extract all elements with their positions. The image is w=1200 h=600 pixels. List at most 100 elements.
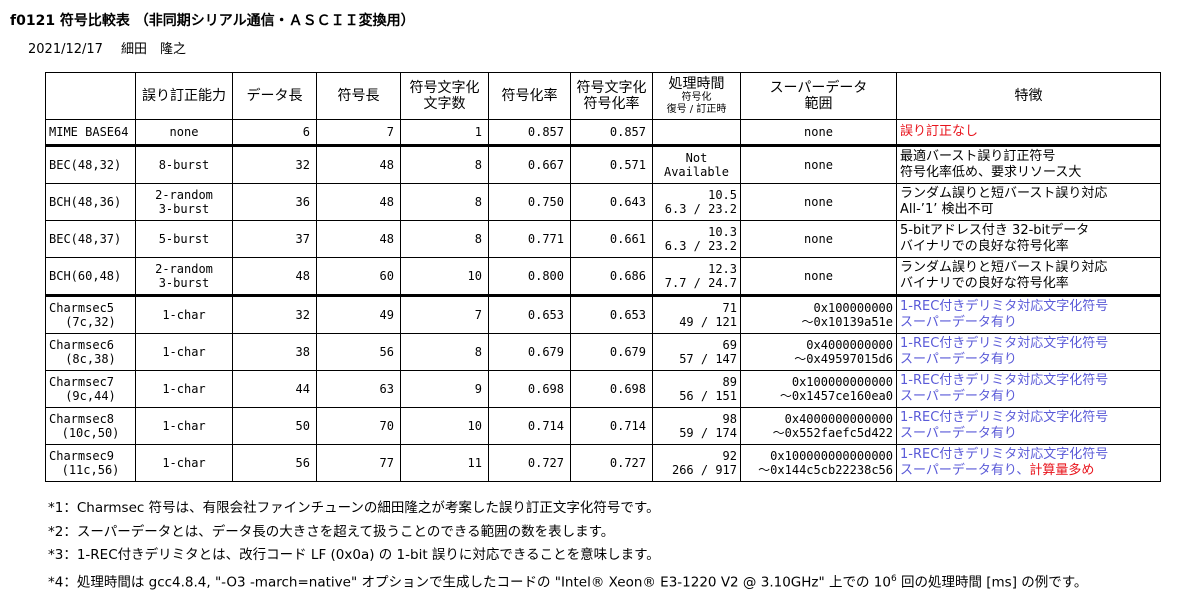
comparison-table: 誤り訂正能力 データ長 符号長 符号文字化 文字数 符号化率 符号文字化 符号化率 処理時間 符号… bbox=[45, 72, 1161, 482]
superdata-line: none bbox=[804, 125, 833, 139]
time-line: 10.3 bbox=[708, 225, 737, 239]
subtitle: 2021/12/17 細田 隆之 bbox=[28, 38, 204, 57]
superdata-line: ～0x1457ce160ea0 bbox=[779, 389, 893, 403]
correction-cell: none bbox=[135, 119, 233, 146]
footnotes: *1：Charmsec 符号は、有限会社ファインチューンの細田隆之が考案した誤り… bbox=[48, 497, 1087, 595]
header-line: 特徴 bbox=[1014, 88, 1043, 104]
code-length-cell: 70 bbox=[316, 407, 401, 445]
char-rate-cell: 0.643 bbox=[570, 183, 653, 221]
name-line: (10c,50) bbox=[61, 426, 120, 440]
name-line: (8c,38) bbox=[65, 352, 116, 366]
cell-value: 48 bbox=[379, 232, 394, 246]
correction-cell: 1-char bbox=[135, 294, 233, 334]
correction-line: 2-random bbox=[155, 262, 213, 276]
cell-value: 0.653 bbox=[609, 308, 646, 322]
cell-value: 0.857 bbox=[527, 125, 564, 139]
feature-text: スーパーデータ有り bbox=[900, 389, 1017, 404]
cell-value: 60 bbox=[379, 269, 394, 283]
name-cell: MIME BASE64 bbox=[45, 119, 136, 146]
time-line: 266 / 917 bbox=[671, 463, 737, 477]
name-line: BCH(48,36) bbox=[49, 195, 122, 209]
header-line: 処理時間 bbox=[668, 76, 725, 92]
rate-cell: 0.714 bbox=[488, 407, 571, 445]
correction-cell: 8-burst bbox=[135, 144, 233, 184]
header-line: 符号化率 bbox=[583, 96, 640, 112]
column-header: 特徴 bbox=[896, 72, 1161, 120]
cell-value: 0.714 bbox=[527, 419, 564, 433]
char-rate-cell: 0.857 bbox=[570, 119, 653, 146]
cell-value: 32 bbox=[295, 308, 310, 322]
cell-value: 8 bbox=[474, 195, 482, 209]
time-line: 6.3 / 23.2 bbox=[664, 239, 737, 253]
correction-line: none bbox=[169, 125, 199, 139]
cell-value: 7 bbox=[386, 125, 394, 139]
feature-line: All-’1’ 検出不可 bbox=[900, 202, 1157, 218]
date: 2021/12/17 bbox=[28, 42, 103, 57]
chars-cell: 10 bbox=[400, 257, 489, 296]
name-line: (7c,32) bbox=[65, 315, 116, 329]
superdata-cell: 0x4000000000000 ～0x552faefc5d422 bbox=[740, 407, 897, 445]
superdata-cell: none bbox=[740, 144, 897, 184]
cell-value: 0.571 bbox=[609, 158, 646, 172]
name-line: BEC(48,37) bbox=[49, 232, 122, 246]
feature-line: スーパーデータ有り、計算量多め bbox=[900, 463, 1157, 479]
name-line: Charmsec6 bbox=[49, 338, 115, 352]
char-rate-cell: 0.714 bbox=[570, 407, 653, 445]
cell-value: 63 bbox=[379, 382, 394, 396]
feature-text: 1-REC付きデリミタ対応文字化符号 bbox=[900, 299, 1109, 314]
rate-cell: 0.727 bbox=[488, 444, 571, 482]
time-line: 57 / 147 bbox=[679, 352, 737, 366]
code-length-cell: 48 bbox=[316, 220, 401, 258]
cell-value: 37 bbox=[295, 232, 310, 246]
name-cell: BEC(48,37) bbox=[45, 220, 136, 258]
data-length-cell: 48 bbox=[232, 257, 317, 296]
table-row: BCH(48,36) 2-random 3-burst 36 48 8 0.750 0.643… bbox=[45, 183, 1161, 221]
rate-cell: 0.653 bbox=[488, 294, 571, 334]
column-header: 符号長 bbox=[316, 72, 401, 120]
cell-value: 6 bbox=[302, 125, 310, 139]
superdata-cell: 0x100000000000000 ～0x144c5cb22238c56 bbox=[740, 444, 897, 482]
rate-cell: 0.800 bbox=[488, 257, 571, 296]
feature-text: All-’1’ 検出不可 bbox=[900, 202, 994, 217]
cell-value: 56 bbox=[379, 345, 394, 359]
cell-value: 8 bbox=[474, 232, 482, 246]
column-header: 符号化率 bbox=[488, 72, 571, 120]
rate-cell: 0.857 bbox=[488, 119, 571, 146]
table-row: BEC(48,37) 5-burst 37 48 8 0.771 0.661 10.3 6.3 … bbox=[45, 220, 1161, 258]
feature-text: 計算量多め bbox=[1029, 463, 1095, 478]
chars-cell: 8 bbox=[400, 144, 489, 184]
char-rate-cell: 0.653 bbox=[570, 294, 653, 334]
feature-text: バイナリでの良好な符号化率 bbox=[900, 276, 1069, 291]
feature-text: 誤り訂正なし bbox=[900, 124, 979, 139]
correction-line: 1-char bbox=[162, 345, 206, 359]
superdata-cell: 0x4000000000 ～0x49597015d6 bbox=[740, 333, 897, 371]
footnote-text: *3：1-REC付きデリミタとは、改行コード LF (0x0a) の 1-bit… bbox=[48, 547, 660, 563]
data-length-cell: 44 bbox=[232, 370, 317, 408]
superdata-line: 0x4000000000 bbox=[806, 338, 893, 352]
table-row: BCH(60,48) 2-random 3-burst 48 60 10 0.800 0.68… bbox=[45, 257, 1161, 296]
correction-cell: 2-random 3-burst bbox=[135, 183, 233, 221]
name-line: MIME BASE64 bbox=[49, 125, 129, 139]
time-line: Available bbox=[663, 165, 730, 179]
time-cell: 10.5 6.3 / 23.2 bbox=[652, 183, 741, 221]
superdata-line: none bbox=[804, 158, 833, 172]
feature-line: 1-REC付きデリミタ対応文字化符号 bbox=[900, 447, 1157, 463]
header-line: スーパーデータ bbox=[769, 80, 868, 96]
cell-value: 11 bbox=[467, 456, 482, 470]
cell-value: 70 bbox=[379, 419, 394, 433]
cell-value: 0.679 bbox=[527, 345, 564, 359]
name-line: Charmsec7 bbox=[49, 375, 115, 389]
data-length-cell: 32 bbox=[232, 294, 317, 334]
time-line: 69 bbox=[722, 338, 737, 352]
char-rate-cell: 0.661 bbox=[570, 220, 653, 258]
feature-text: 符号化率低め、要求リソース大 bbox=[900, 165, 1082, 180]
feature-text: スーパーデータ有り bbox=[900, 463, 1017, 478]
cell-value: 8 bbox=[474, 345, 482, 359]
chars-cell: 7 bbox=[400, 294, 489, 334]
time-line: Not bbox=[685, 151, 708, 165]
cell-value: 0.771 bbox=[527, 232, 564, 246]
header-line: データ長 bbox=[246, 88, 303, 104]
correction-line: 3-burst bbox=[158, 202, 210, 216]
author: 細田 隆之 bbox=[120, 42, 186, 57]
time-cell: Not Available bbox=[652, 144, 741, 184]
